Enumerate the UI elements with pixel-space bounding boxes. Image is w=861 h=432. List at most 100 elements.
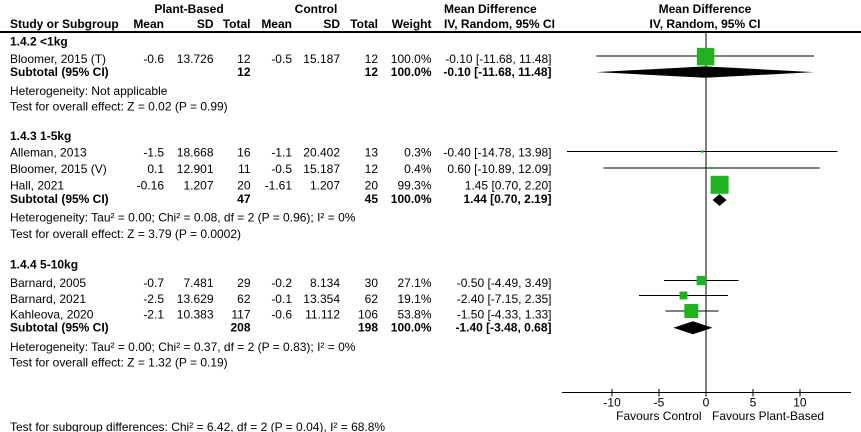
svg-text:30: 30 [365, 276, 379, 290]
svg-text:20: 20 [365, 179, 379, 193]
svg-text:Favours Plant-Based: Favours Plant-Based [712, 409, 824, 423]
svg-text:0.60 [-10.89, 12.09]: 0.60 [-10.89, 12.09] [447, 162, 551, 176]
svg-text:Plant-Based: Plant-Based [154, 2, 223, 16]
svg-text:15.187: 15.187 [303, 162, 340, 176]
svg-text:Subtotal (95% CI): Subtotal (95% CI) [10, 192, 109, 206]
svg-text:13: 13 [365, 146, 379, 160]
svg-text:-2.1: -2.1 [143, 308, 164, 322]
svg-text:100.0%: 100.0% [391, 192, 432, 206]
svg-text:Heterogeneity: Tau² = 0.00; Ch: Heterogeneity: Tau² = 0.00; Chi² = 0.08,… [10, 211, 356, 225]
svg-text:-1.1: -1.1 [271, 146, 292, 160]
svg-text:Favours Control: Favours Control [616, 409, 701, 423]
svg-text:Total: Total [223, 17, 251, 31]
svg-text:-0.5: -0.5 [271, 52, 292, 66]
svg-text:-0.10 [-11.68, 11.48]: -0.10 [-11.68, 11.48] [445, 52, 551, 66]
svg-text:208: 208 [230, 321, 250, 335]
svg-text:-0.5: -0.5 [271, 162, 292, 176]
svg-text:Mean Difference: Mean Difference [659, 2, 752, 16]
svg-text:12: 12 [237, 52, 251, 66]
svg-text:29: 29 [237, 276, 251, 290]
svg-text:19.1%: 19.1% [397, 292, 431, 306]
svg-text:0.4%: 0.4% [404, 162, 432, 176]
svg-text:12: 12 [237, 65, 251, 79]
svg-text:SD: SD [323, 17, 340, 31]
svg-text:16: 16 [237, 146, 251, 160]
svg-text:Barnard, 2021: Barnard, 2021 [10, 292, 86, 306]
svg-text:12: 12 [365, 65, 379, 79]
svg-text:20: 20 [237, 179, 251, 193]
svg-text:12: 12 [365, 162, 379, 176]
svg-text:13.629: 13.629 [177, 292, 214, 306]
svg-text:10: 10 [793, 396, 807, 410]
svg-text:Subtotal (95% CI): Subtotal (95% CI) [10, 321, 109, 335]
svg-text:Total: Total [350, 17, 378, 31]
svg-text:15.187: 15.187 [303, 52, 340, 66]
svg-text:1.207: 1.207 [310, 179, 340, 193]
svg-text:-0.10 [-11.68, 11.48]: -0.10 [-11.68, 11.48] [443, 65, 551, 79]
svg-text:SD: SD [197, 17, 214, 31]
svg-text:11: 11 [238, 162, 251, 176]
svg-text:10.383: 10.383 [177, 308, 214, 322]
svg-text:53.8%: 53.8% [397, 308, 431, 322]
svg-text:13.726: 13.726 [177, 52, 214, 66]
svg-text:45: 45 [365, 192, 379, 206]
svg-text:-0.1: -0.1 [271, 292, 292, 306]
svg-text:5: 5 [750, 396, 757, 410]
svg-text:100.0%: 100.0% [391, 52, 432, 66]
svg-text:Mean: Mean [261, 17, 292, 31]
svg-text:1.4.2 <1kg: 1.4.2 <1kg [10, 35, 68, 49]
svg-text:1.207: 1.207 [183, 179, 213, 193]
svg-text:-1.5: -1.5 [143, 146, 164, 160]
svg-text:-2.40 [-7.15, 2.35]: -2.40 [-7.15, 2.35] [457, 292, 552, 306]
svg-text:-5: -5 [654, 396, 665, 410]
svg-text:1.4.3 1-5kg: 1.4.3 1-5kg [10, 129, 71, 143]
svg-text:27.1%: 27.1% [397, 276, 431, 290]
svg-text:Kahleova, 2020: Kahleova, 2020 [10, 308, 94, 322]
svg-text:7.481: 7.481 [183, 276, 213, 290]
svg-text:-2.5: -2.5 [143, 292, 164, 306]
svg-text:Test for overall effect: Z = 3: Test for overall effect: Z = 3.79 (P = 0… [10, 227, 241, 241]
svg-text:99.3%: 99.3% [397, 179, 431, 193]
svg-text:Bloomer, 2015 (T): Bloomer, 2015 (T) [10, 52, 106, 66]
svg-text:Weight: Weight [392, 17, 432, 31]
svg-text:47: 47 [237, 192, 251, 206]
svg-text:11.112: 11.112 [305, 308, 340, 322]
svg-text:0.1: 0.1 [147, 162, 164, 176]
svg-text:Mean Difference: Mean Difference [444, 2, 537, 16]
svg-text:Test for overall effect: Z = 1: Test for overall effect: Z = 1.32 (P = 0… [10, 356, 228, 370]
svg-text:IV, Random, 95% CI: IV, Random, 95% CI [444, 17, 555, 31]
svg-text:Test for subgroup differences:: Test for subgroup differences: Chi² = 6.… [10, 420, 385, 432]
svg-text:-0.40 [-14.78, 13.98]: -0.40 [-14.78, 13.98] [443, 146, 551, 160]
svg-text:1.44 [0.70, 2.19]: 1.44 [0.70, 2.19] [463, 192, 551, 206]
svg-text:1.4.4 5-10kg: 1.4.4 5-10kg [10, 258, 78, 272]
svg-text:-0.2: -0.2 [271, 276, 292, 290]
svg-text:0.3%: 0.3% [404, 146, 432, 160]
svg-text:-1.50 [-4.33, 1.33]: -1.50 [-4.33, 1.33] [457, 308, 552, 322]
svg-text:IV, Random, 95% CI: IV, Random, 95% CI [650, 17, 761, 31]
svg-text:Test for overall effect: Z = 0: Test for overall effect: Z = 0.02 (P = 0… [10, 100, 228, 114]
svg-text:Alleman, 2013: Alleman, 2013 [10, 146, 87, 160]
svg-text:-0.50 [-4.49, 3.49]: -0.50 [-4.49, 3.49] [457, 276, 552, 290]
svg-text:100.0%: 100.0% [391, 65, 432, 79]
svg-text:8.134: 8.134 [310, 276, 340, 290]
svg-text:-0.6: -0.6 [143, 52, 164, 66]
svg-text:Subtotal (95% CI): Subtotal (95% CI) [10, 65, 109, 79]
svg-text:198: 198 [358, 321, 378, 335]
svg-text:62: 62 [365, 292, 379, 306]
svg-text:Hall, 2021: Hall, 2021 [10, 179, 64, 193]
svg-text:-0.16: -0.16 [137, 179, 165, 193]
svg-text:20.402: 20.402 [303, 146, 340, 160]
svg-text:-10: -10 [603, 396, 621, 410]
svg-text:1.45 [0.70, 2.20]: 1.45 [0.70, 2.20] [465, 179, 552, 193]
svg-text:18.668: 18.668 [177, 146, 214, 160]
svg-text:Bloomer, 2015 (V): Bloomer, 2015 (V) [10, 162, 107, 176]
svg-text:-1.40 [-3.48, 0.68]: -1.40 [-3.48, 0.68] [455, 321, 551, 335]
svg-text:106: 106 [358, 308, 378, 322]
svg-text:100.0%: 100.0% [391, 321, 432, 335]
svg-text:-0.6: -0.6 [271, 308, 292, 322]
svg-text:Study or Subgroup: Study or Subgroup [10, 17, 119, 31]
svg-text:13.354: 13.354 [303, 292, 340, 306]
svg-text:Heterogeneity: Not applicable: Heterogeneity: Not applicable [10, 84, 168, 98]
svg-text:117: 117 [231, 308, 250, 322]
svg-text:12.901: 12.901 [177, 162, 214, 176]
